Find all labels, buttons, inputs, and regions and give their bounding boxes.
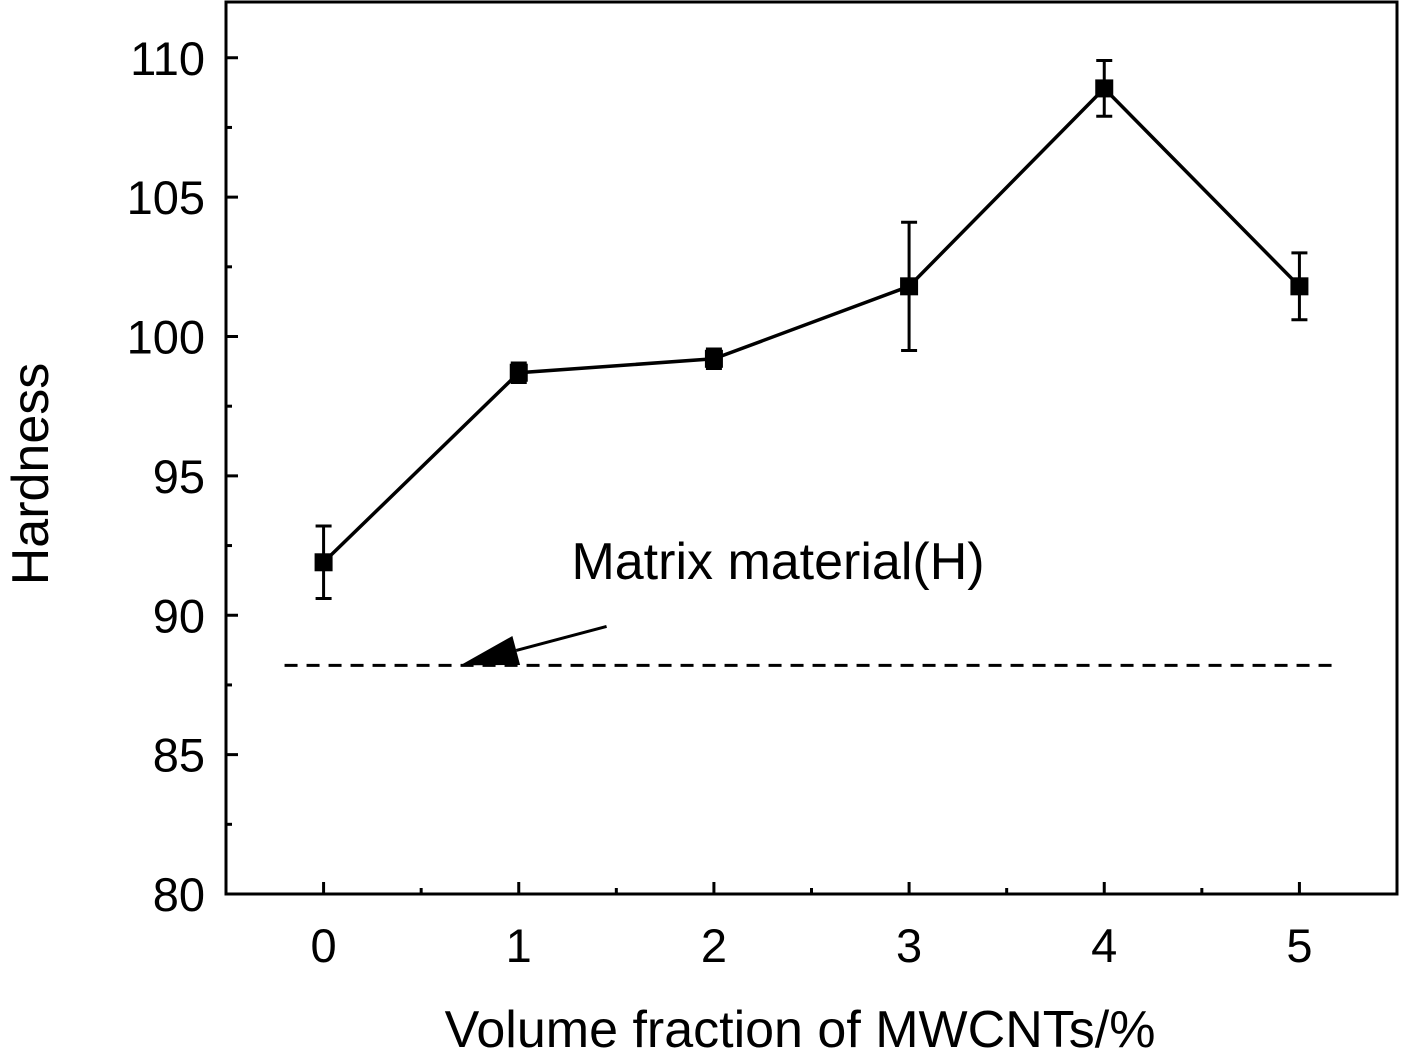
y-axis-title: Hardness [2, 363, 60, 586]
plot-frame [224, 0, 1399, 896]
series-layer [314, 59, 1309, 601]
y-tick-label-80: 80 [153, 868, 205, 921]
series-line [322, 85, 1301, 564]
y-tick-label-110: 110 [130, 32, 205, 85]
data-point-5 [1290, 277, 1309, 296]
x-tick-label-4: 4 [1091, 919, 1117, 972]
data-point-0 [314, 553, 333, 572]
x-tick-label-5: 5 [1286, 919, 1312, 972]
x-axis-title: Volume fraction of MWCNTs/% [445, 1001, 1156, 1055]
x-tick-label-2: 2 [701, 919, 727, 972]
x-tick-label-3: 3 [896, 919, 922, 972]
data-point-2 [704, 349, 723, 368]
annotation-arrow-head [460, 635, 521, 666]
data-point-3 [900, 277, 919, 296]
data-point-1 [509, 363, 528, 382]
y-tick-label-95: 95 [153, 450, 205, 503]
tick-layer: 0 1 2 3 4 5 80 85 90 95 100 105 110 [127, 32, 1313, 972]
y-tick-label-105: 105 [127, 171, 205, 224]
annotation-layer: Matrix material(H) [460, 533, 985, 666]
x-tick-label-0: 0 [311, 919, 337, 972]
x-tick-label-1: 1 [506, 919, 532, 972]
y-tick-label-90: 90 [153, 589, 205, 642]
data-point-4 [1095, 79, 1114, 98]
annotation-arrow-shaft [515, 624, 607, 652]
y-tick-label-85: 85 [153, 729, 205, 782]
annotation-label: Matrix material(H) [571, 533, 984, 591]
y-tick-label-100: 100 [127, 311, 205, 364]
